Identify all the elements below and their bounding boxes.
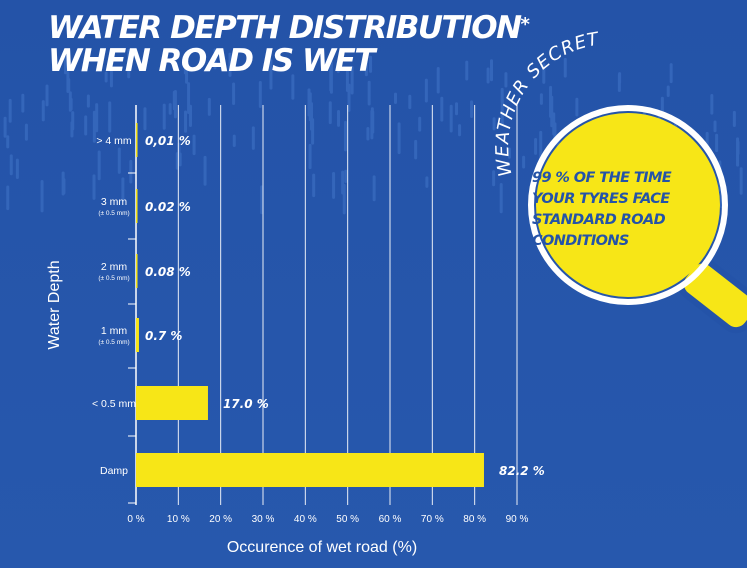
x-tick-label: 50 % [336,514,359,525]
x-tick-label: 80 % [463,514,486,525]
bar [136,318,139,352]
bar-value-label: 0.08 % [145,265,191,279]
x-tick-label: 30 % [252,514,275,525]
y-tick-label: 2 mm [101,261,128,273]
y-axis-title: Water Depth [46,260,63,350]
x-tick-label: 40 % [294,514,317,525]
y-tick-label: > 4 mm [96,135,132,147]
title-line-1: WATER DEPTH DISTRIBUTION [48,10,522,46]
x-tick-label: 70 % [421,514,444,525]
callout-line: STANDARD ROAD [532,212,666,228]
callout-line: 99 % OF THE TIME [532,170,672,186]
x-tick-label: 0 % [127,514,144,525]
bar [136,123,138,157]
y-tick-label: 3 mm [101,196,128,208]
bar-value-label: 0.02 % [145,200,191,214]
bar [136,189,138,223]
x-tick-label: 20 % [209,514,232,525]
bar-value-label: 0.7 % [145,329,182,343]
x-tick-label: 10 % [167,514,190,525]
y-tick-label: 1 mm [101,325,128,337]
bar-value-label: 0,01 % [145,134,191,148]
bar [136,254,138,288]
bar [136,386,208,420]
y-tick-sublabel: (± 0.5 mm) [98,339,129,346]
bar-value-label: 82.2 % [499,464,545,478]
bar [136,453,484,487]
callout-text: 99 % OF THE TIME YOUR TYRES FACE STANDAR… [532,168,732,252]
bar-value-label: 17.0 % [223,397,269,411]
x-axis-title: Occurence of wet road (%) [226,539,418,556]
chart-title: WATER DEPTH DISTRIBUTION* WHEN ROAD IS W… [48,10,530,79]
x-tick-label: 60 % [379,514,402,525]
title-footnote-mark: * [520,14,530,35]
title-line-2: WHEN ROAD IS WET [48,43,375,79]
x-tick-label: 90 % [506,514,529,525]
y-tick-sublabel: (± 0.5 mm) [98,275,129,282]
callout-line: YOUR TYRES FACE [532,191,670,207]
y-tick-sublabel: (± 0.5 mm) [98,210,129,217]
callout-line: CONDITIONS [532,233,629,249]
y-tick-label: < 0.5 mm [92,398,136,410]
y-tick-label: Damp [100,465,128,477]
